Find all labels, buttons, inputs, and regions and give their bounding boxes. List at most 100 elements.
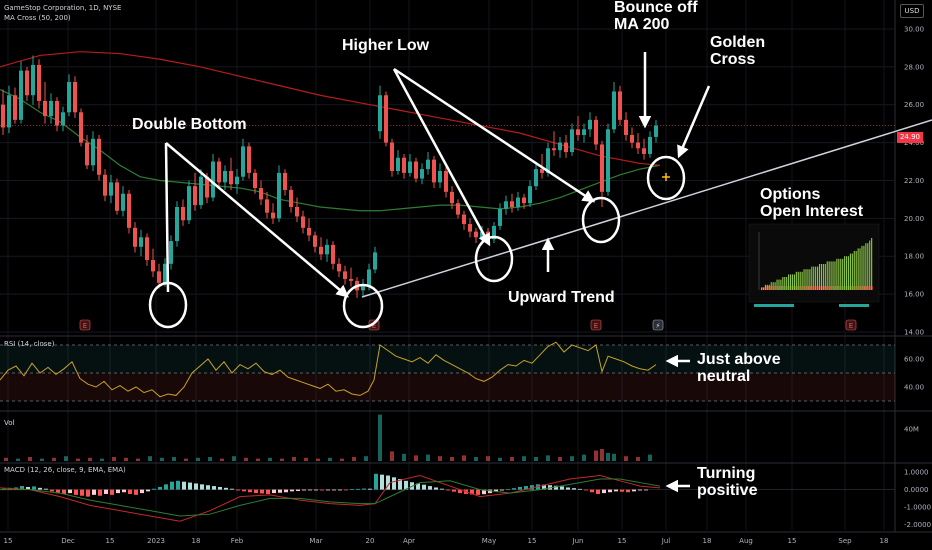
- volume-bar: [438, 456, 442, 461]
- oi-call-bar: [811, 266, 813, 290]
- macd-histogram-bar: [20, 486, 24, 490]
- volume-bar: [40, 458, 44, 461]
- candle-body: [295, 206, 299, 217]
- volume-bar: [292, 457, 296, 461]
- golden-cross-arrow: [677, 85, 711, 159]
- candle-body: [169, 241, 173, 264]
- macd-histogram-bar: [98, 489, 102, 496]
- rsi-band-upper: [0, 345, 895, 373]
- oi-call-bar: [795, 271, 797, 290]
- macd-histogram-bar: [572, 488, 576, 490]
- oi-call-bar: [826, 261, 828, 290]
- candle-body: [361, 286, 365, 291]
- candle-body: [253, 172, 257, 189]
- oi-call-bar: [764, 284, 767, 290]
- candle-body: [307, 227, 311, 236]
- time-axis-label: 2023: [147, 537, 165, 545]
- volume-bar: [498, 457, 502, 461]
- oi-put-bar: [767, 286, 769, 290]
- oi-call-bar: [820, 264, 823, 290]
- oi-call-bar: [834, 261, 836, 290]
- macd-histogram-bar: [350, 489, 354, 491]
- oi-put-bar: [775, 286, 777, 290]
- macd-histogram-bar: [368, 488, 372, 490]
- volume-bar: [648, 454, 652, 461]
- macd-histogram-bar: [314, 489, 318, 491]
- rsi-line: [0, 341, 657, 398]
- oi-call-bar: [807, 269, 809, 290]
- volume-bar: [100, 458, 104, 461]
- macd-histogram-bar: [578, 488, 582, 490]
- oi-put-bar: [781, 286, 783, 290]
- oi-put-bar: [850, 286, 852, 290]
- macd-histogram-bar: [170, 481, 174, 490]
- macd-histogram-bar: [302, 489, 306, 491]
- candle-body: [301, 216, 305, 228]
- candle-body: [31, 64, 35, 96]
- candle-body: [402, 157, 406, 173]
- annotation-rsi: Just above neutral: [697, 351, 781, 386]
- candle-body: [534, 169, 538, 187]
- annotation-double-bottom: Double Bottom: [132, 116, 247, 133]
- circle-golden-cross: [646, 155, 686, 201]
- volume-bar: [606, 453, 610, 461]
- macd-histogram-bar: [440, 488, 444, 490]
- volume-bar: [426, 454, 430, 461]
- macd-histogram-bar: [608, 489, 612, 493]
- candle-body: [241, 146, 245, 177]
- candle-body: [265, 199, 269, 213]
- annotation-golden-line1: Golden: [710, 34, 766, 51]
- volume-bar: [16, 458, 20, 461]
- macd-histogram-bar: [26, 486, 30, 490]
- drawings-layer: [148, 52, 932, 493]
- volume-bar: [256, 458, 260, 461]
- macd-histogram-bar: [146, 489, 150, 492]
- macd-histogram-bar: [620, 489, 624, 492]
- oi-call-bar: [784, 277, 786, 290]
- volume-bar: [636, 457, 640, 461]
- oi-call-bar: [780, 279, 782, 290]
- volume-bar: [510, 457, 514, 461]
- macd-histogram-bar: [326, 489, 330, 491]
- macd-histogram-bar: [44, 488, 48, 490]
- macd-histogram-bar: [602, 489, 606, 494]
- oi-put-bar: [852, 286, 854, 290]
- volume-bar: [244, 457, 248, 461]
- oi-put-bar: [796, 286, 798, 290]
- candle-body: [648, 136, 652, 154]
- macd-histogram-bar: [512, 488, 516, 490]
- annotation-options-line1: Options: [760, 186, 821, 203]
- candle-body: [456, 203, 460, 215]
- oi-put-bar: [870, 286, 871, 290]
- macd-histogram-bar: [416, 483, 420, 490]
- oi-put-bar: [827, 286, 829, 290]
- oi-put-bar: [847, 286, 848, 290]
- rsi-band-lower: [0, 373, 895, 401]
- time-axis-label: 18: [880, 537, 889, 545]
- annotation-higher-low: Higher Low: [342, 37, 430, 54]
- candle-body: [37, 64, 41, 101]
- circle-higher-low: [474, 235, 514, 283]
- volume-bar: [4, 457, 8, 461]
- candle-body: [510, 201, 514, 207]
- oi-call-bar: [778, 279, 780, 290]
- oi-call-bar: [815, 266, 817, 290]
- oi-put-bar: [769, 286, 771, 290]
- oi-put-bar: [791, 286, 792, 290]
- oi-put-bar: [856, 286, 858, 290]
- event-badge-label: E: [594, 322, 598, 330]
- oi-call-bar: [805, 269, 807, 290]
- event-badge-label: E: [83, 322, 87, 330]
- oi-call-bar: [797, 271, 799, 290]
- volume-bar: [88, 457, 92, 461]
- oi-call-bar: [828, 261, 830, 290]
- candle-body: [97, 138, 101, 175]
- volume-bar: [76, 458, 80, 461]
- candle-body: [588, 119, 592, 130]
- currency-badge[interactable]: USD: [900, 4, 924, 18]
- price-axis-label: 20.00: [904, 215, 924, 223]
- candle-body: [103, 174, 107, 196]
- macd-histogram-bar: [122, 489, 126, 493]
- annotation-macd-line2: positive: [697, 481, 758, 499]
- candle-body: [175, 206, 179, 242]
